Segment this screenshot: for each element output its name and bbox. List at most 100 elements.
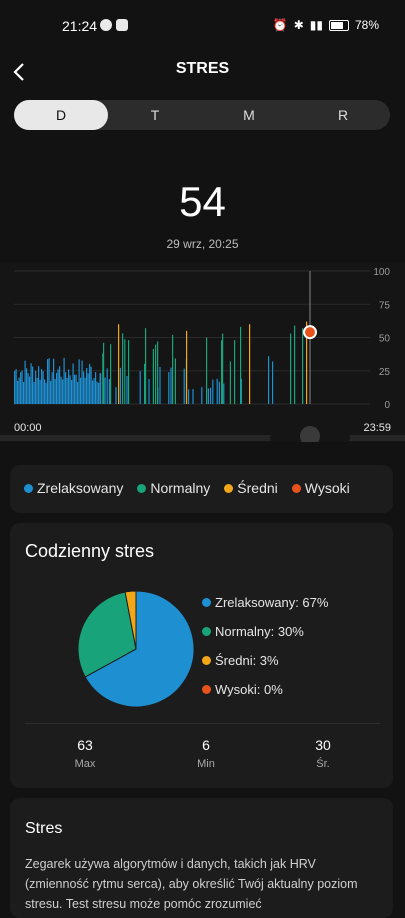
pie-legend-high: Wysoki: 0% <box>202 682 283 697</box>
daily-stress-title: Codzienny stres <box>25 541 155 561</box>
stress-bar <box>98 382 100 404</box>
pie-legend-label: Wysoki: 0% <box>215 682 283 697</box>
stress-bar <box>268 356 270 404</box>
header: STRES <box>0 52 405 102</box>
normal-color-dot <box>137 484 147 493</box>
stress-bar <box>223 383 225 404</box>
tab-month[interactable]: M <box>243 107 255 123</box>
stress-bar <box>47 359 49 404</box>
stress-bar <box>122 333 124 404</box>
legend-label: Zrelaksowany <box>37 480 124 496</box>
stress-bar <box>186 330 188 404</box>
stress-bar <box>128 340 130 404</box>
stat-average: 30 Śr. <box>283 737 363 770</box>
stress-bar <box>306 321 308 404</box>
stat-value: 30 <box>315 737 331 753</box>
stress-bar <box>66 377 68 404</box>
stress-bar <box>33 382 35 404</box>
legend-label: Normalny <box>150 480 211 496</box>
stress-bar <box>212 379 214 404</box>
stress-bar <box>39 379 41 404</box>
stress-bar <box>56 372 58 404</box>
stress-bar <box>115 387 117 404</box>
stress-bar <box>65 372 67 404</box>
stress-bar <box>106 368 108 404</box>
stress-bar <box>234 340 236 404</box>
stress-bar <box>59 366 61 404</box>
y-tick-label: 0 <box>384 400 390 411</box>
y-tick-label: 75 <box>379 300 391 311</box>
stress-bar <box>145 328 147 404</box>
stress-bar <box>104 377 106 404</box>
stress-bar <box>229 361 231 404</box>
stress-info-card: Stres Zegarek używa algorytmów i danych,… <box>10 798 393 918</box>
stress-bar <box>26 368 28 404</box>
stress-bar <box>84 377 86 404</box>
stress-bar <box>168 372 170 404</box>
legend-high: Wysoki <box>291 480 350 496</box>
stress-bar <box>53 358 55 404</box>
stress-bar <box>63 357 65 404</box>
y-tick-label: 50 <box>379 334 391 345</box>
stress-bar <box>68 369 70 404</box>
stress-bar <box>29 376 31 404</box>
pie-legend-normal: Normalny: 30% <box>202 624 304 639</box>
stress-bar <box>50 380 52 404</box>
stress-info-title: Stres <box>25 820 63 837</box>
stress-bar <box>139 371 141 404</box>
stress-bar <box>192 388 194 404</box>
tab-year[interactable]: R <box>337 107 349 123</box>
stat-label: Max <box>74 758 96 770</box>
signal-icon: ▮▮ <box>309 18 323 32</box>
stress-bar <box>206 337 208 404</box>
stress-bar <box>17 380 19 404</box>
stress-bar <box>119 367 121 404</box>
stress-bar <box>102 353 104 404</box>
stress-bar <box>42 371 44 404</box>
stress-bar <box>95 372 97 404</box>
tab-week[interactable]: T <box>150 107 160 123</box>
current-stress-value: 54 <box>179 178 226 225</box>
stress-bar <box>148 378 150 404</box>
stress-bar <box>207 388 209 404</box>
selected-point-marker[interactable] <box>303 325 317 340</box>
stress-timeline-svg: 100 75 50 25 0 <box>0 267 405 448</box>
stress-bar <box>124 339 126 404</box>
stress-bar <box>15 369 17 404</box>
stress-bar <box>60 376 62 404</box>
stress-bar <box>188 389 190 404</box>
stress-bar <box>21 370 23 404</box>
stress-bar <box>172 334 174 404</box>
stress-bar <box>302 328 304 404</box>
stress-bar <box>249 324 251 404</box>
back-arrow-icon[interactable] <box>10 60 30 81</box>
tab-day[interactable]: D <box>14 100 108 130</box>
app-notification-icon <box>116 19 128 31</box>
stress-bar <box>30 363 32 404</box>
stress-bar <box>77 381 79 404</box>
stress-bar <box>103 342 105 404</box>
pie-legend-label: Normalny: 30% <box>215 624 304 639</box>
pie-slice <box>124 590 137 650</box>
stat-max: 63 Max <box>45 737 125 770</box>
legend-relaxed: Zrelaksowany <box>24 480 123 496</box>
pie-slice <box>77 591 137 678</box>
stress-bar <box>23 381 25 404</box>
stress-bar <box>157 341 159 404</box>
status-right: ⏰ ✱ ▮▮ 78% <box>273 18 379 32</box>
legend-label: Średni <box>237 480 278 496</box>
stress-bar <box>35 370 37 404</box>
stress-bar <box>221 340 223 404</box>
daily-stress-pie <box>77 590 195 708</box>
pie-slice <box>84 590 195 708</box>
stress-bar <box>93 378 95 404</box>
stat-min: 6 Min <box>166 737 246 770</box>
timeline-scrubber-handle[interactable] <box>300 426 320 446</box>
stress-bar <box>240 379 242 404</box>
legend-card: Zrelaksowany Normalny Średni Wysoki <box>10 465 393 513</box>
stress-bar <box>81 360 83 404</box>
page-title: STRES <box>175 60 230 77</box>
stress-bar <box>18 377 20 404</box>
stress-bar <box>80 377 82 404</box>
stress-bar <box>36 377 38 404</box>
